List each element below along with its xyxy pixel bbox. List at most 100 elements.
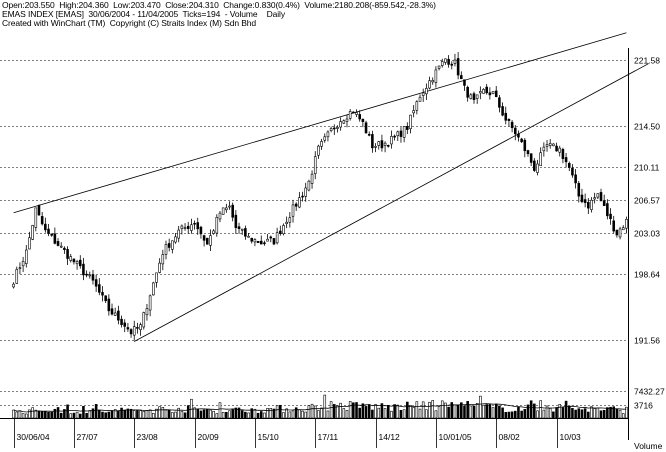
volume-bar <box>259 411 263 419</box>
candle-body <box>132 326 136 336</box>
volume-bar <box>361 403 365 419</box>
candle-body <box>475 94 479 99</box>
candle-body <box>279 230 282 234</box>
candle-body <box>431 80 435 83</box>
volume-bar <box>567 406 571 419</box>
candle-body <box>120 318 123 325</box>
candle-body <box>342 120 346 124</box>
volume-bar <box>53 408 57 419</box>
x-tick-label: 27/07 <box>77 432 99 442</box>
volume-bar <box>298 409 301 419</box>
volume-bar <box>263 412 266 419</box>
volume-tick-label: 7432.27 <box>634 387 665 397</box>
candle-body <box>590 199 593 210</box>
candles <box>12 52 628 341</box>
volume-bar <box>28 409 31 419</box>
candle-body <box>355 112 358 115</box>
candle-body <box>190 224 193 231</box>
candle-body <box>174 236 177 243</box>
volume-bar <box>98 409 101 419</box>
candle-body <box>510 121 514 129</box>
ohlc-summary: Open:203.550 High:204.360 Low:203.470 Cl… <box>2 0 436 10</box>
candle-body <box>183 227 187 229</box>
volume-bar <box>15 411 19 419</box>
volume-bar <box>390 410 393 419</box>
volume-bar <box>513 410 517 419</box>
candle-body <box>269 236 273 239</box>
candle-body <box>406 126 409 130</box>
candle-body <box>383 142 387 147</box>
volume-bar <box>583 408 587 419</box>
candle-body <box>571 167 574 176</box>
candle-body <box>310 173 314 184</box>
volume-bar <box>440 400 444 419</box>
volume-bar <box>164 409 168 419</box>
x-tick-label: 10/03 <box>560 432 582 442</box>
candle-body <box>275 232 279 244</box>
volume-bars <box>12 394 628 419</box>
volume-bar <box>320 407 323 419</box>
volume-bar <box>333 404 336 419</box>
volume-bar <box>282 412 285 419</box>
candle-body <box>555 145 558 152</box>
volume-bar <box>145 410 149 419</box>
volume-bar <box>501 407 504 419</box>
candle-body <box>82 263 85 276</box>
volume-bar <box>374 404 377 419</box>
x-tick-label: 10/01/05 <box>439 432 472 442</box>
candle-body <box>371 134 374 149</box>
candle-body <box>488 92 492 96</box>
volume-bar <box>180 411 184 419</box>
candle-body <box>298 197 301 208</box>
volume-bar <box>132 410 136 419</box>
candle-body <box>94 279 98 287</box>
candle-body <box>272 238 276 245</box>
candle-body <box>320 141 323 147</box>
volume-bar <box>37 410 41 419</box>
volume-bar <box>329 401 333 419</box>
volume-bar <box>307 405 311 419</box>
candle-body <box>142 312 146 328</box>
candle-body <box>539 152 542 167</box>
candle-body <box>415 101 419 111</box>
volume-bar <box>167 409 171 419</box>
volume-bar <box>431 400 435 419</box>
candle-body <box>456 58 460 76</box>
candle-body <box>599 192 603 202</box>
volume-bar <box>456 404 460 419</box>
volume-tick-label: 3716 <box>634 401 653 411</box>
candle-body <box>606 203 609 217</box>
candle-body <box>123 322 127 327</box>
candle-body <box>587 202 590 209</box>
candle-body <box>533 160 536 171</box>
candle-body <box>231 204 234 218</box>
volume-bar <box>345 410 349 419</box>
volume-bar <box>104 412 107 419</box>
volume-bar <box>386 404 390 419</box>
volume-bar <box>152 413 155 419</box>
candle-body <box>501 106 504 116</box>
trendline <box>13 32 627 214</box>
candle-body <box>164 244 168 255</box>
candle-body <box>612 220 615 232</box>
copyright-line: Created with WinChart (TM) Copyright (C)… <box>2 18 257 28</box>
candle-body <box>212 230 215 234</box>
volume-bar <box>561 407 565 419</box>
volume-bar <box>205 409 209 419</box>
candle-body <box>513 127 517 135</box>
volume-bar <box>25 413 28 419</box>
volume-bar <box>82 405 85 419</box>
volume-bar <box>402 409 406 419</box>
volume-bar <box>491 407 495 419</box>
price-tick-label: 198.64 <box>634 270 660 280</box>
volume-bar <box>209 409 212 419</box>
volume-average-line <box>13 403 627 413</box>
volume-bar <box>47 411 50 419</box>
x-tick-label: 23/08 <box>137 432 159 442</box>
candle-body <box>15 269 19 284</box>
candle-body <box>491 91 495 94</box>
volume-bar <box>12 409 15 419</box>
candle-body <box>583 199 587 203</box>
candle-body <box>218 212 222 220</box>
volume-bar <box>88 410 92 419</box>
